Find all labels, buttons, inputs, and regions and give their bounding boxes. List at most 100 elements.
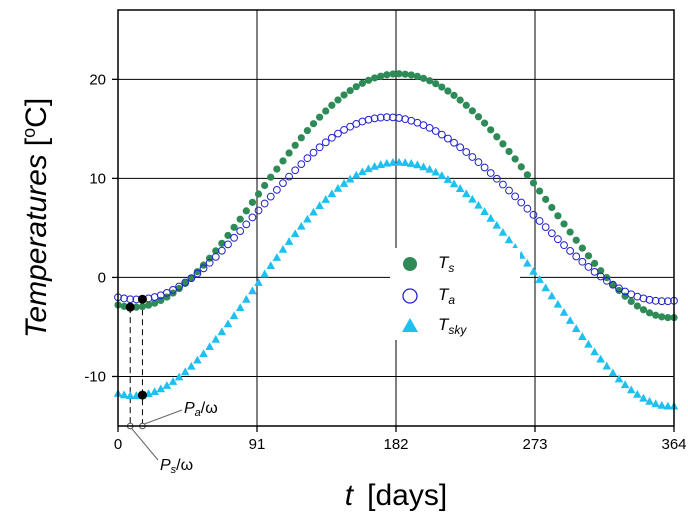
data-point-s (499, 140, 507, 148)
data-point-s (389, 70, 397, 78)
data-point-sky (229, 311, 239, 320)
data-point-s (364, 76, 373, 84)
data-point-s (138, 302, 147, 311)
data-point-sky (205, 342, 214, 351)
data-point-s (334, 96, 342, 104)
data-point-sky (455, 184, 465, 192)
data-point-a (162, 288, 171, 297)
data-point-sky (620, 380, 630, 389)
data-point-a (535, 217, 544, 225)
data-point-sky (376, 160, 386, 169)
data-point-a (602, 276, 611, 285)
data-point-a (560, 241, 568, 250)
legend-label-ta: Ta (438, 285, 455, 307)
data-point-sky (284, 237, 294, 245)
data-point-a (584, 263, 593, 271)
data-point-sky (303, 214, 312, 223)
data-point-s (230, 223, 238, 231)
data-point-a (217, 246, 226, 255)
data-point-a (529, 210, 538, 219)
data-point-a (224, 240, 232, 249)
data-point-s (358, 79, 366, 87)
ps-leader-line (130, 427, 159, 461)
data-point-s (450, 91, 458, 99)
data-point-a (389, 113, 397, 122)
data-point-s (248, 198, 257, 206)
data-point-sky (150, 387, 159, 396)
data-point-sky (174, 372, 184, 381)
x-tick-label: 91 (249, 436, 266, 453)
data-point-a (505, 186, 513, 195)
data-point-sky (345, 174, 355, 183)
data-point-sky (382, 158, 392, 167)
data-point-sky (193, 355, 202, 364)
data-point-a (309, 148, 318, 157)
data-point-a (242, 220, 251, 229)
data-point-a (474, 158, 483, 167)
y-tick-label: 10 (89, 170, 106, 187)
data-point-s (187, 274, 195, 282)
data-point-s (383, 71, 391, 79)
data-point-sky (529, 266, 538, 275)
data-point-sky (443, 175, 453, 183)
data-point-a (541, 223, 550, 232)
data-point-a (480, 163, 489, 172)
data-point-sky (486, 213, 496, 222)
data-point-a (596, 272, 605, 281)
data-point-s (609, 280, 617, 288)
phase-markers (125, 294, 183, 461)
data-point-sky (590, 347, 599, 356)
data-point-a (169, 286, 177, 294)
data-point-s (658, 313, 666, 321)
data-point-sky (180, 367, 190, 376)
data-point-sky (358, 167, 367, 176)
data-point-s (316, 113, 324, 121)
data-point-s (590, 259, 599, 267)
data-point-sky (633, 390, 642, 398)
data-point-sky (584, 339, 593, 348)
data-point-a (572, 252, 581, 261)
data-point-s (444, 87, 452, 95)
data-point-a (437, 130, 446, 139)
data-point-a (609, 280, 617, 289)
data-point-s (487, 126, 495, 134)
data-point-a (340, 125, 348, 134)
data-point-s (419, 74, 428, 82)
data-point-sky (413, 160, 422, 169)
data-point-s (597, 267, 605, 275)
data-point-a (651, 296, 660, 305)
data-point-s (633, 302, 641, 310)
data-point-a (468, 153, 477, 161)
data-point-s (664, 314, 672, 322)
data-point-sky (663, 401, 673, 410)
data-point-a (236, 227, 245, 235)
y-tick-label: 0 (98, 269, 106, 286)
data-point-a (334, 129, 342, 138)
data-point-sky (119, 390, 129, 399)
data-point-s (224, 231, 232, 240)
data-point-s (242, 207, 250, 215)
data-point-a (193, 269, 202, 278)
data-point-a (645, 295, 654, 304)
legend-marker-ta (402, 288, 418, 304)
data-point-sky (211, 334, 221, 343)
data-point-s (273, 165, 281, 173)
data-point-s (377, 72, 385, 80)
data-point-a (260, 199, 269, 208)
y-axis-title: Temperatures[oC] (19, 98, 53, 338)
data-point-sky (474, 200, 483, 209)
data-point-a (120, 294, 129, 303)
data-point-sky (431, 167, 441, 176)
data-point-sky (125, 391, 135, 399)
data-point-sky (364, 164, 373, 173)
data-point-s (267, 173, 275, 181)
data-point-s (193, 268, 202, 276)
data-point-sky (571, 324, 581, 333)
x-tick-label: 182 (383, 436, 408, 453)
data-point-s (340, 91, 348, 99)
data-point-sky (351, 170, 361, 179)
data-point-sky (626, 385, 636, 394)
reference-lines (129, 299, 143, 426)
data-point-a (462, 148, 471, 156)
data-point-s (578, 244, 586, 252)
